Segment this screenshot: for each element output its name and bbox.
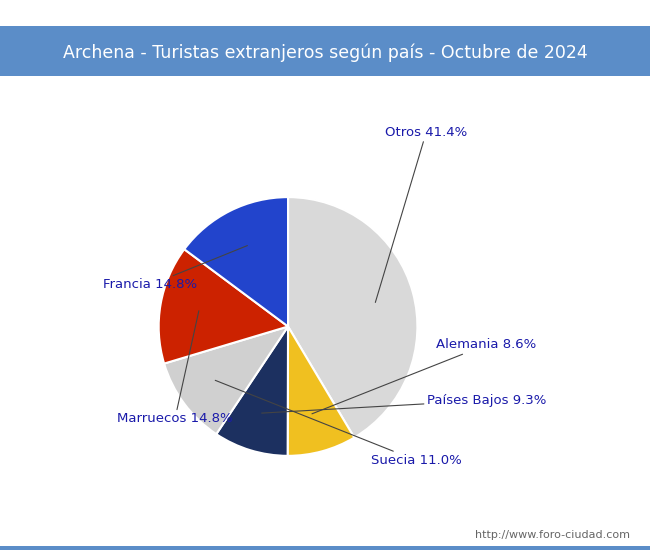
Text: Suecia 11.0%: Suecia 11.0%	[215, 381, 462, 467]
Wedge shape	[159, 249, 288, 364]
Text: Países Bajos 9.3%: Países Bajos 9.3%	[262, 394, 546, 413]
Text: Otros 41.4%: Otros 41.4%	[375, 126, 467, 303]
Wedge shape	[288, 197, 417, 438]
Text: Archena - Turistas extranjeros según país - Octubre de 2024: Archena - Turistas extranjeros según paí…	[62, 44, 588, 62]
Text: http://www.foro-ciudad.com: http://www.foro-ciudad.com	[476, 530, 630, 540]
Wedge shape	[288, 327, 354, 456]
Text: Marruecos 14.8%: Marruecos 14.8%	[117, 311, 233, 425]
Text: Alemania 8.6%: Alemania 8.6%	[312, 338, 536, 414]
Wedge shape	[164, 327, 288, 434]
Wedge shape	[185, 197, 288, 327]
Wedge shape	[216, 327, 288, 456]
Text: Francia 14.8%: Francia 14.8%	[103, 245, 248, 292]
